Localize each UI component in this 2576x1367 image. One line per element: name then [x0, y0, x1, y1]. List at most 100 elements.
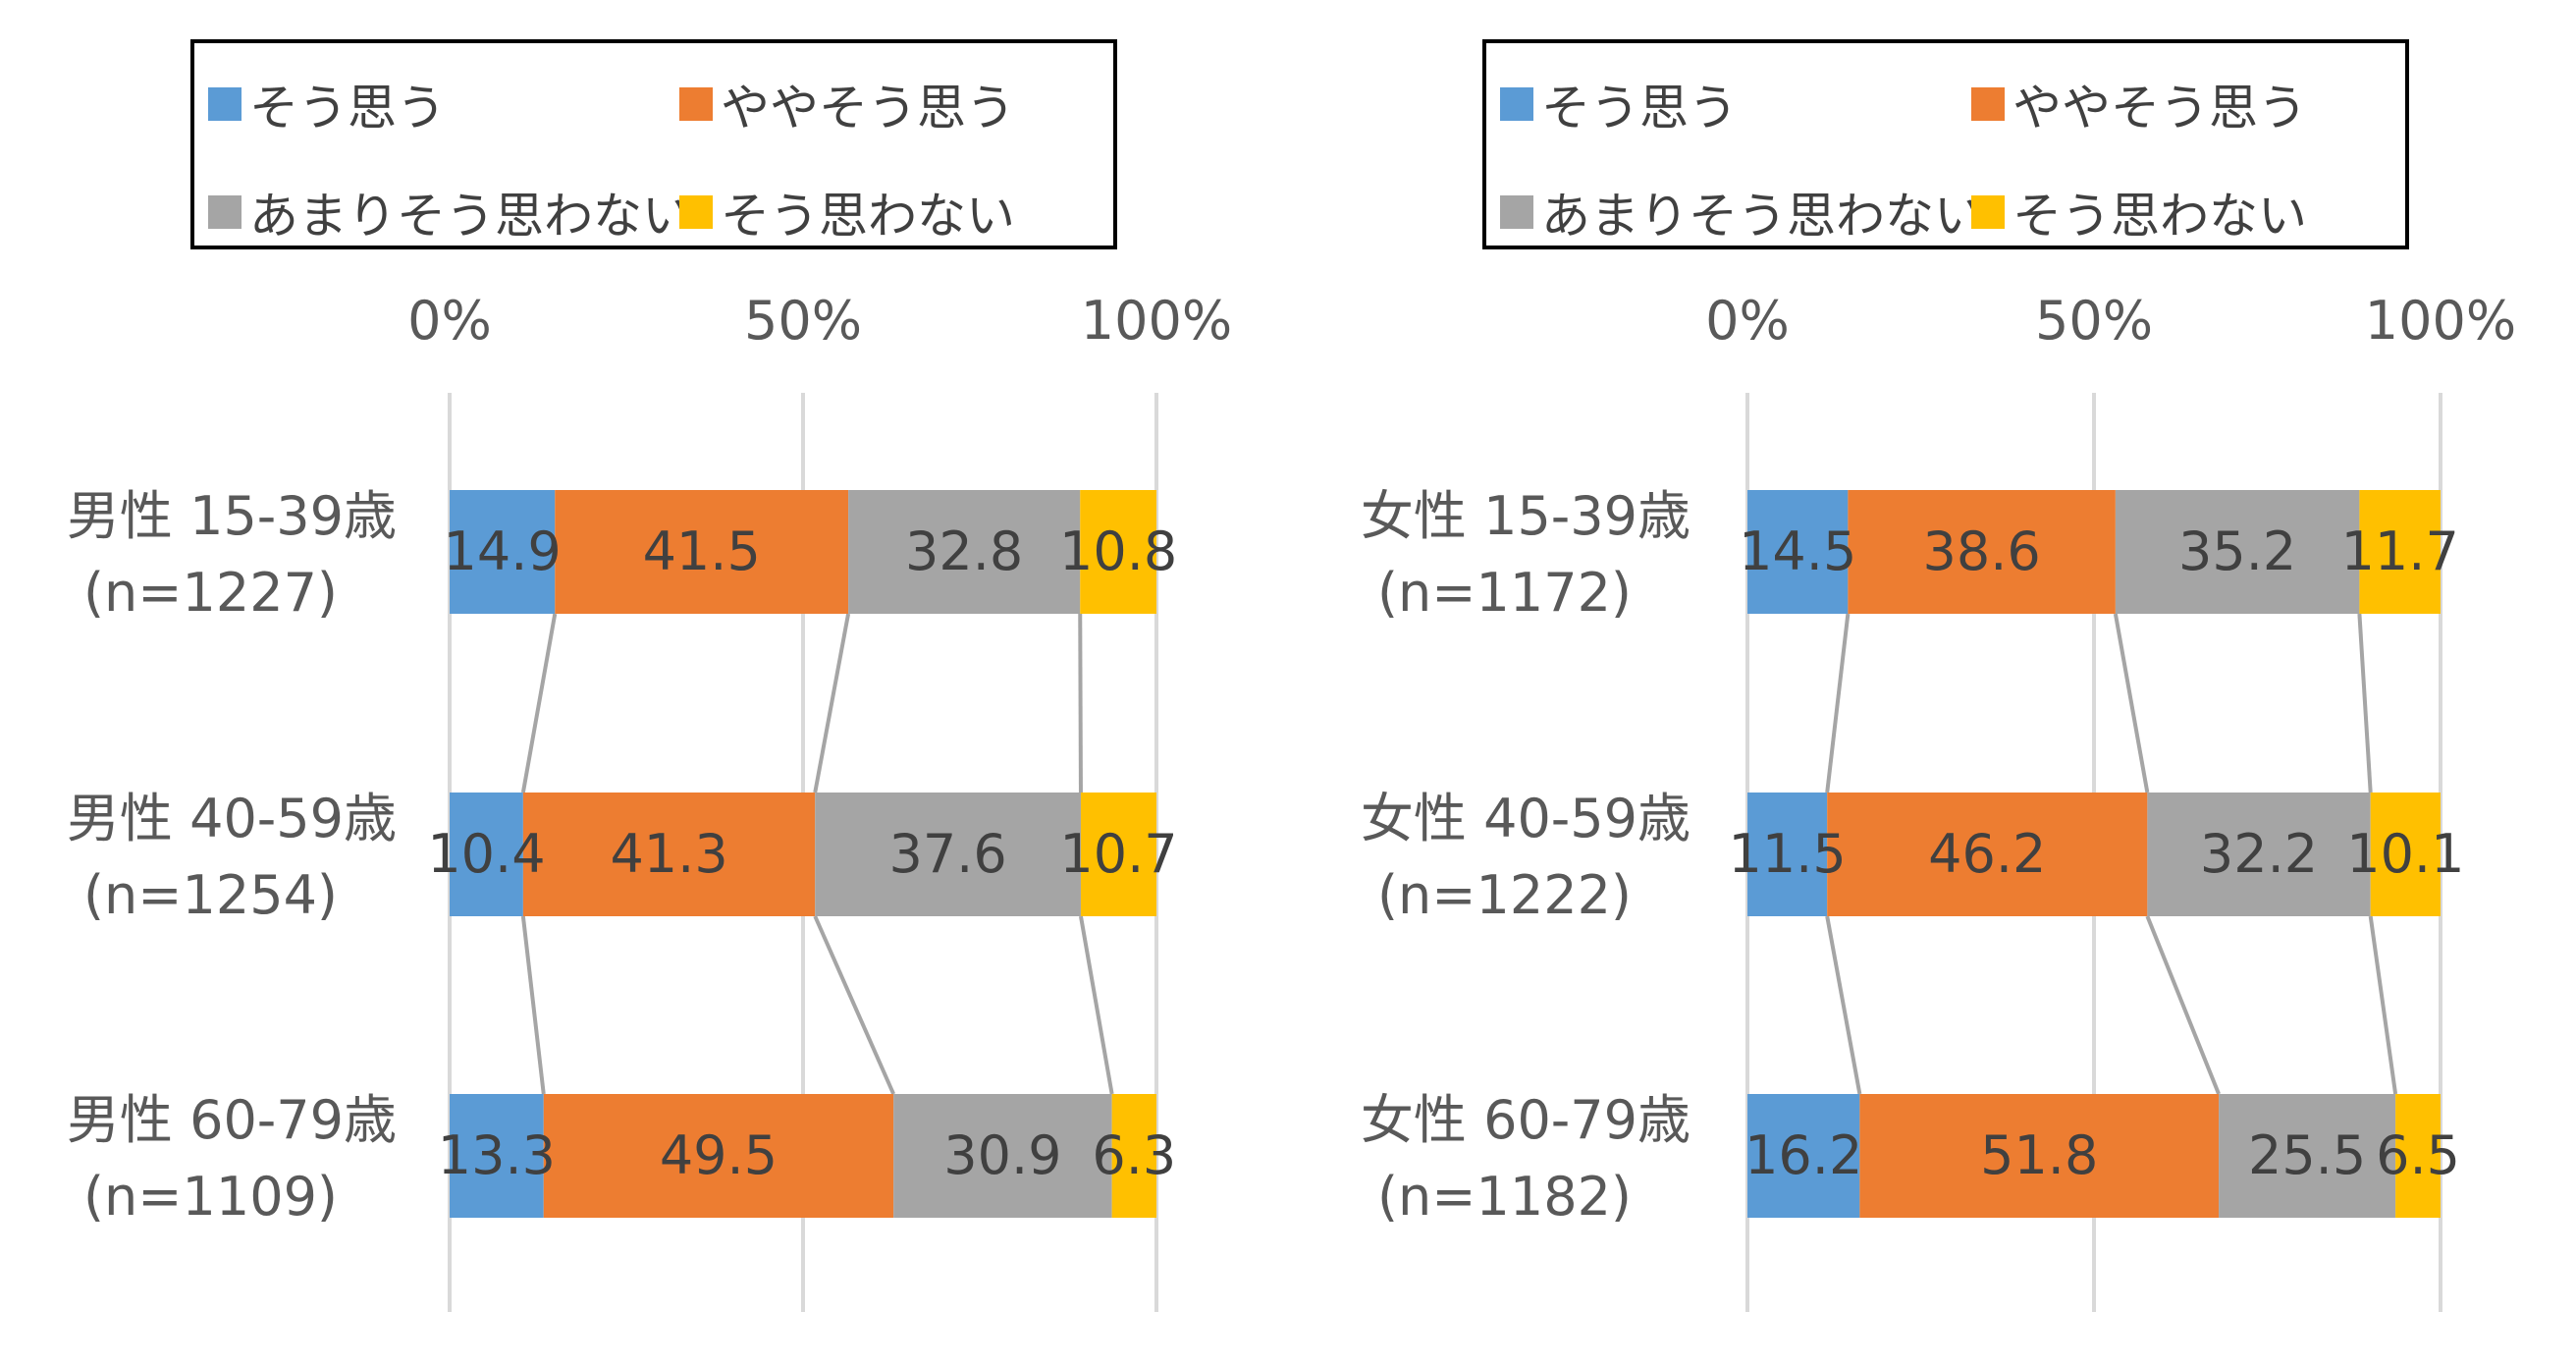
data-label: 25.5 — [2248, 1124, 2366, 1186]
data-label: 41.5 — [643, 520, 761, 582]
bar-segment-sou-omowanai — [1080, 793, 1156, 916]
bar-segment-amari-sou-omowanai — [848, 490, 1081, 614]
series-connector-line — [520, 915, 546, 1095]
bar-segment-amari-sou-omowanai — [815, 793, 1081, 916]
legend-label: ややそう思う — [721, 80, 1015, 137]
data-label: 38.6 — [1923, 520, 2041, 582]
category-sample-size: (n=1254) — [83, 864, 338, 926]
legend-swatch-orange — [1971, 87, 2005, 121]
legend-swatch-blue — [208, 87, 242, 121]
data-label: 51.8 — [1980, 1124, 2098, 1186]
series-connector-line — [2113, 613, 2150, 793]
bar-segment-sou-omowanai — [2395, 1094, 2441, 1218]
series-connector-line — [1825, 915, 1862, 1095]
legend-label: あまりそう思わない — [1541, 188, 1983, 245]
x-tick-label: 0% — [1705, 290, 1790, 352]
bar-segment-amari-sou-omowanai — [2219, 1094, 2396, 1218]
data-label: 6.5 — [2376, 1124, 2460, 1186]
category-label: 男性 60-79歳 — [67, 1089, 397, 1151]
series-connector-line — [813, 613, 851, 793]
data-label: 32.8 — [905, 520, 1023, 582]
legend-swatch-yellow — [1971, 195, 2005, 229]
series-connector-line — [1078, 915, 1114, 1095]
bar-segment-sou-omowanai — [2370, 793, 2441, 916]
data-label: 30.9 — [943, 1124, 1061, 1186]
legend-male: そう思う ややそう思う あまりそう思わない そう思わない — [190, 39, 1117, 249]
stacked-bar-plot-female: 0% 50% 100% 14.5 38.6 35.2 11.7 女性 15-39歳 (n=117… — [1361, 290, 2516, 1312]
data-label: 10.4 — [427, 823, 545, 885]
category-label: 男性 15-39歳 — [67, 485, 397, 547]
category-sample-size: (n=1227) — [83, 562, 338, 624]
bar-segment-yaya-sou-omou — [555, 490, 849, 614]
data-label: 13.3 — [438, 1124, 556, 1186]
data-label: 10.8 — [1059, 520, 1177, 582]
legend-swatch-blue — [1500, 87, 1533, 121]
bar-segment-amari-sou-omowanai — [893, 1094, 1112, 1218]
bar-segment-sou-omou — [1747, 793, 1828, 916]
bar-segment-sou-omou — [1747, 490, 1849, 614]
series-connector-line — [1078, 613, 1083, 793]
data-label: 6.3 — [1092, 1124, 1176, 1186]
legend-item-yaya-sou-omou: ややそう思う — [1971, 69, 2307, 139]
series-connector-line — [2145, 915, 2221, 1095]
data-label: 10.1 — [2346, 823, 2464, 885]
stacked-bar-plot-male: 0% 50% 100% 14.9 41.5 32.8 10.8 男性 15-39歳 (n=122… — [67, 290, 1232, 1312]
bar-segment-yaya-sou-omou — [522, 793, 816, 916]
x-tick-label: 100% — [1081, 290, 1232, 352]
data-label: 41.3 — [610, 823, 727, 885]
x-tick-label: 0% — [407, 290, 492, 352]
category-sample-size: (n=1109) — [83, 1166, 338, 1228]
category-label: 女性 60-79歳 — [1361, 1089, 1690, 1151]
series-connector-line — [1825, 613, 1851, 793]
data-label: 16.2 — [1744, 1124, 1862, 1186]
legend-label: そう思わない — [2012, 188, 2307, 245]
legend-female: そう思う ややそう思う あまりそう思わない そう思わない — [1482, 39, 2409, 249]
category-label: 男性 40-59歳 — [67, 788, 397, 849]
data-label: 35.2 — [2178, 520, 2296, 582]
legend-item-yaya-sou-omou: ややそう思う — [679, 69, 1015, 139]
x-tick-label: 50% — [744, 290, 862, 352]
chart-panel-female: そう思う ややそう思う あまりそう思わない そう思わない 0% 50% 100% 14… — [1288, 0, 2576, 1367]
legend-swatch-gray — [1500, 195, 1533, 229]
data-label: 11.7 — [2341, 520, 2459, 582]
legend-item-amari-sou-omowanai: あまりそう思わない — [208, 177, 691, 247]
legend-item-sou-omou: そう思う — [1500, 69, 1738, 139]
chart-panel-male: そう思う ややそう思う あまりそう思わない そう思わない 0% 50% 100% 14… — [67, 39, 1232, 1312]
data-label: 14.5 — [1739, 520, 1856, 582]
bar-segment-yaya-sou-omou — [1859, 1094, 2220, 1218]
category-label: 女性 40-59歳 — [1361, 788, 1690, 849]
bar-segment-amari-sou-omowanai — [2147, 793, 2371, 916]
data-label: 49.5 — [660, 1124, 778, 1186]
data-label: 10.7 — [1059, 823, 1177, 885]
data-label: 14.9 — [444, 520, 562, 582]
data-label: 32.2 — [2200, 823, 2318, 885]
data-label: 11.5 — [1728, 823, 1846, 885]
bar-segment-sou-omou — [450, 490, 556, 614]
legend-label: そう思う — [249, 80, 446, 137]
x-tick-label: 50% — [2035, 290, 2153, 352]
bar-segment-sou-omowanai — [2359, 490, 2441, 614]
bar-segment-yaya-sou-omou — [543, 1094, 894, 1218]
legend-label: あまりそう思わない — [249, 188, 691, 245]
category-sample-size: (n=1172) — [1377, 562, 1632, 624]
legend-item-amari-sou-omowanai: あまりそう思わない — [1500, 177, 1983, 247]
bar-segment-sou-omou — [1747, 1094, 1860, 1218]
legend-label: そう思わない — [721, 188, 1015, 245]
bar-segment-amari-sou-omowanai — [2115, 490, 2360, 614]
legend-swatch-orange — [679, 87, 713, 121]
category-sample-size: (n=1222) — [1377, 864, 1632, 926]
legend-swatch-gray — [208, 195, 242, 229]
legend-label: そう思う — [1541, 80, 1738, 137]
legend-item-sou-omowanai: そう思わない — [679, 177, 1015, 247]
series-connector-line — [813, 915, 895, 1095]
bar-segment-sou-omou — [450, 793, 523, 916]
bar-segment-sou-omou — [450, 1094, 544, 1218]
legend-swatch-yellow — [679, 195, 713, 229]
series-connector-line — [520, 613, 558, 793]
bar-segment-sou-omowanai — [1080, 490, 1156, 614]
series-connector-line — [2368, 915, 2398, 1095]
bar-segment-yaya-sou-omou — [1848, 490, 2116, 614]
legend-item-sou-omou: そう思う — [208, 69, 446, 139]
legend-label: ややそう思う — [2012, 80, 2307, 137]
legend-item-sou-omowanai: そう思わない — [1971, 177, 2307, 247]
